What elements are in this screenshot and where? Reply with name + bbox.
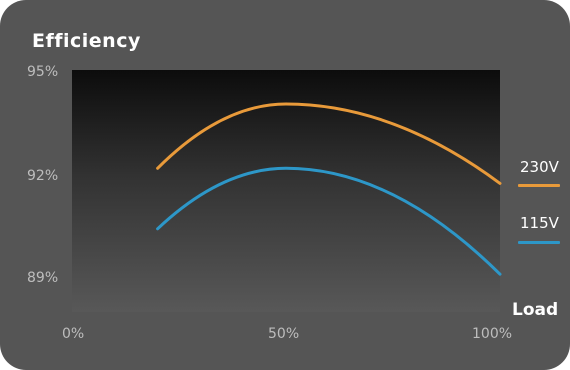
series-line-115v	[156, 166, 502, 276]
y-tick-label: 92%	[27, 168, 59, 184]
x-tick-label: 0%	[62, 326, 85, 342]
legend-label-230v: 230V	[520, 158, 559, 176]
y-tick-label: 89%	[27, 270, 59, 286]
legend-swatch-115v	[518, 241, 560, 244]
x-tick-label: 50%	[268, 326, 300, 342]
chart-title: Efficiency	[32, 30, 141, 52]
legend-swatch-230v	[518, 184, 560, 187]
y-tick-label: 95%	[27, 64, 59, 80]
x-tick-label: 100%	[472, 326, 513, 342]
plot-area	[72, 70, 500, 312]
legend-label-115v: 115V	[520, 214, 559, 232]
x-axis-label: Load	[512, 300, 559, 320]
series-line-230v	[156, 102, 502, 185]
